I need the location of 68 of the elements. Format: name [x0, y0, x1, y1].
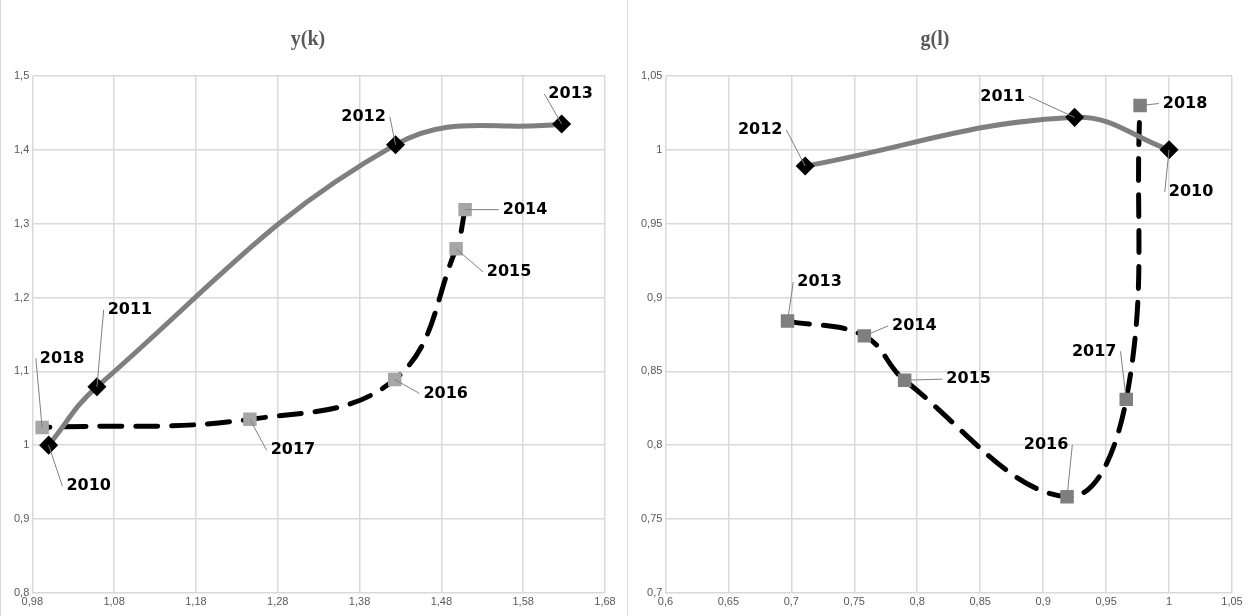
annotation: 2011 [107, 298, 153, 318]
x-tick-label: 0,7 [783, 595, 799, 608]
x-tick-label: 1,48 [430, 595, 453, 608]
annotation: 2011 [980, 85, 1025, 105]
point [387, 136, 405, 154]
point [1060, 490, 1074, 504]
y-tick-label: 1 [23, 438, 30, 451]
annotation: 2014 [892, 315, 937, 335]
x-tick-label: 0,85 [969, 595, 991, 608]
point [796, 157, 814, 175]
point [458, 202, 472, 217]
y-tick-label: 1,1 [13, 364, 30, 377]
point [35, 420, 49, 435]
annotation: 2013 [548, 83, 593, 103]
point [553, 115, 571, 133]
point [1066, 108, 1084, 126]
y-tick-label: 0,8 [13, 585, 30, 598]
y-tick-label: 1,5 [13, 69, 30, 82]
x-tick-label: 1,38 [348, 595, 371, 608]
annotation: 2010 [66, 475, 111, 495]
x-tick-label: 0,95 [1095, 595, 1117, 608]
x-tick-label: 1,08 [103, 595, 125, 608]
point [243, 412, 257, 427]
annotation: 2016 [1023, 433, 1069, 453]
x-tick-label: 1,68 [594, 595, 616, 608]
chart-title: y(k) [290, 27, 326, 51]
point [1119, 392, 1133, 407]
x-tick-label: 1 [1165, 595, 1173, 608]
y-tick-label: 0,9 [647, 290, 663, 303]
annotation: 2016 [423, 382, 468, 402]
point [897, 373, 912, 387]
y-tick-label: 0,7 [647, 585, 663, 598]
x-tick-label: 0,75 [843, 595, 865, 608]
x-tick-label: 0,65 [717, 595, 740, 608]
y-tick-label: 1 [656, 142, 663, 155]
annotation: 2017 [1071, 340, 1117, 360]
y-tick-label: 0,95 [640, 216, 663, 229]
y-tick-label: 0,9 [13, 512, 30, 524]
y-tick-label: 0,75 [640, 512, 663, 524]
x-tick-label: 0,9 [1035, 595, 1051, 608]
annotation: 2018 [39, 347, 85, 367]
annotation: 2017 [270, 439, 316, 459]
x-tick-label: 0,6 [657, 595, 674, 608]
point [40, 436, 58, 454]
annotation: 2013 [797, 271, 842, 291]
x-tick-label: 1,18 [185, 595, 207, 608]
x-tick-label: 1,58 [512, 595, 534, 608]
annotation: 2010 [1168, 180, 1214, 200]
point [857, 329, 872, 343]
y-tick-label: 0,85 [640, 364, 663, 377]
y-tick-label: 1,4 [13, 142, 30, 155]
x-tick-label: 1,05 [1221, 595, 1243, 608]
point [387, 372, 402, 387]
annotation: 2015 [486, 260, 532, 280]
annotation: 2018 [1162, 92, 1208, 112]
point [1133, 98, 1147, 113]
chart-title: g(l) [920, 27, 950, 51]
y-tick-label: 1,2 [13, 290, 30, 303]
annotation: 2015 [946, 368, 991, 388]
x-tick-label: 1,28 [267, 595, 289, 608]
x-tick-label: 0,8 [909, 595, 925, 608]
annotation: 2012 [737, 119, 783, 139]
y-tick-label: 1,05 [640, 69, 663, 82]
annotation: 2012 [341, 105, 386, 125]
annotation: 2014 [502, 198, 548, 218]
point [780, 314, 795, 328]
y-tick-label: 0,8 [647, 438, 663, 451]
y-tick-label: 1,3 [13, 216, 30, 229]
